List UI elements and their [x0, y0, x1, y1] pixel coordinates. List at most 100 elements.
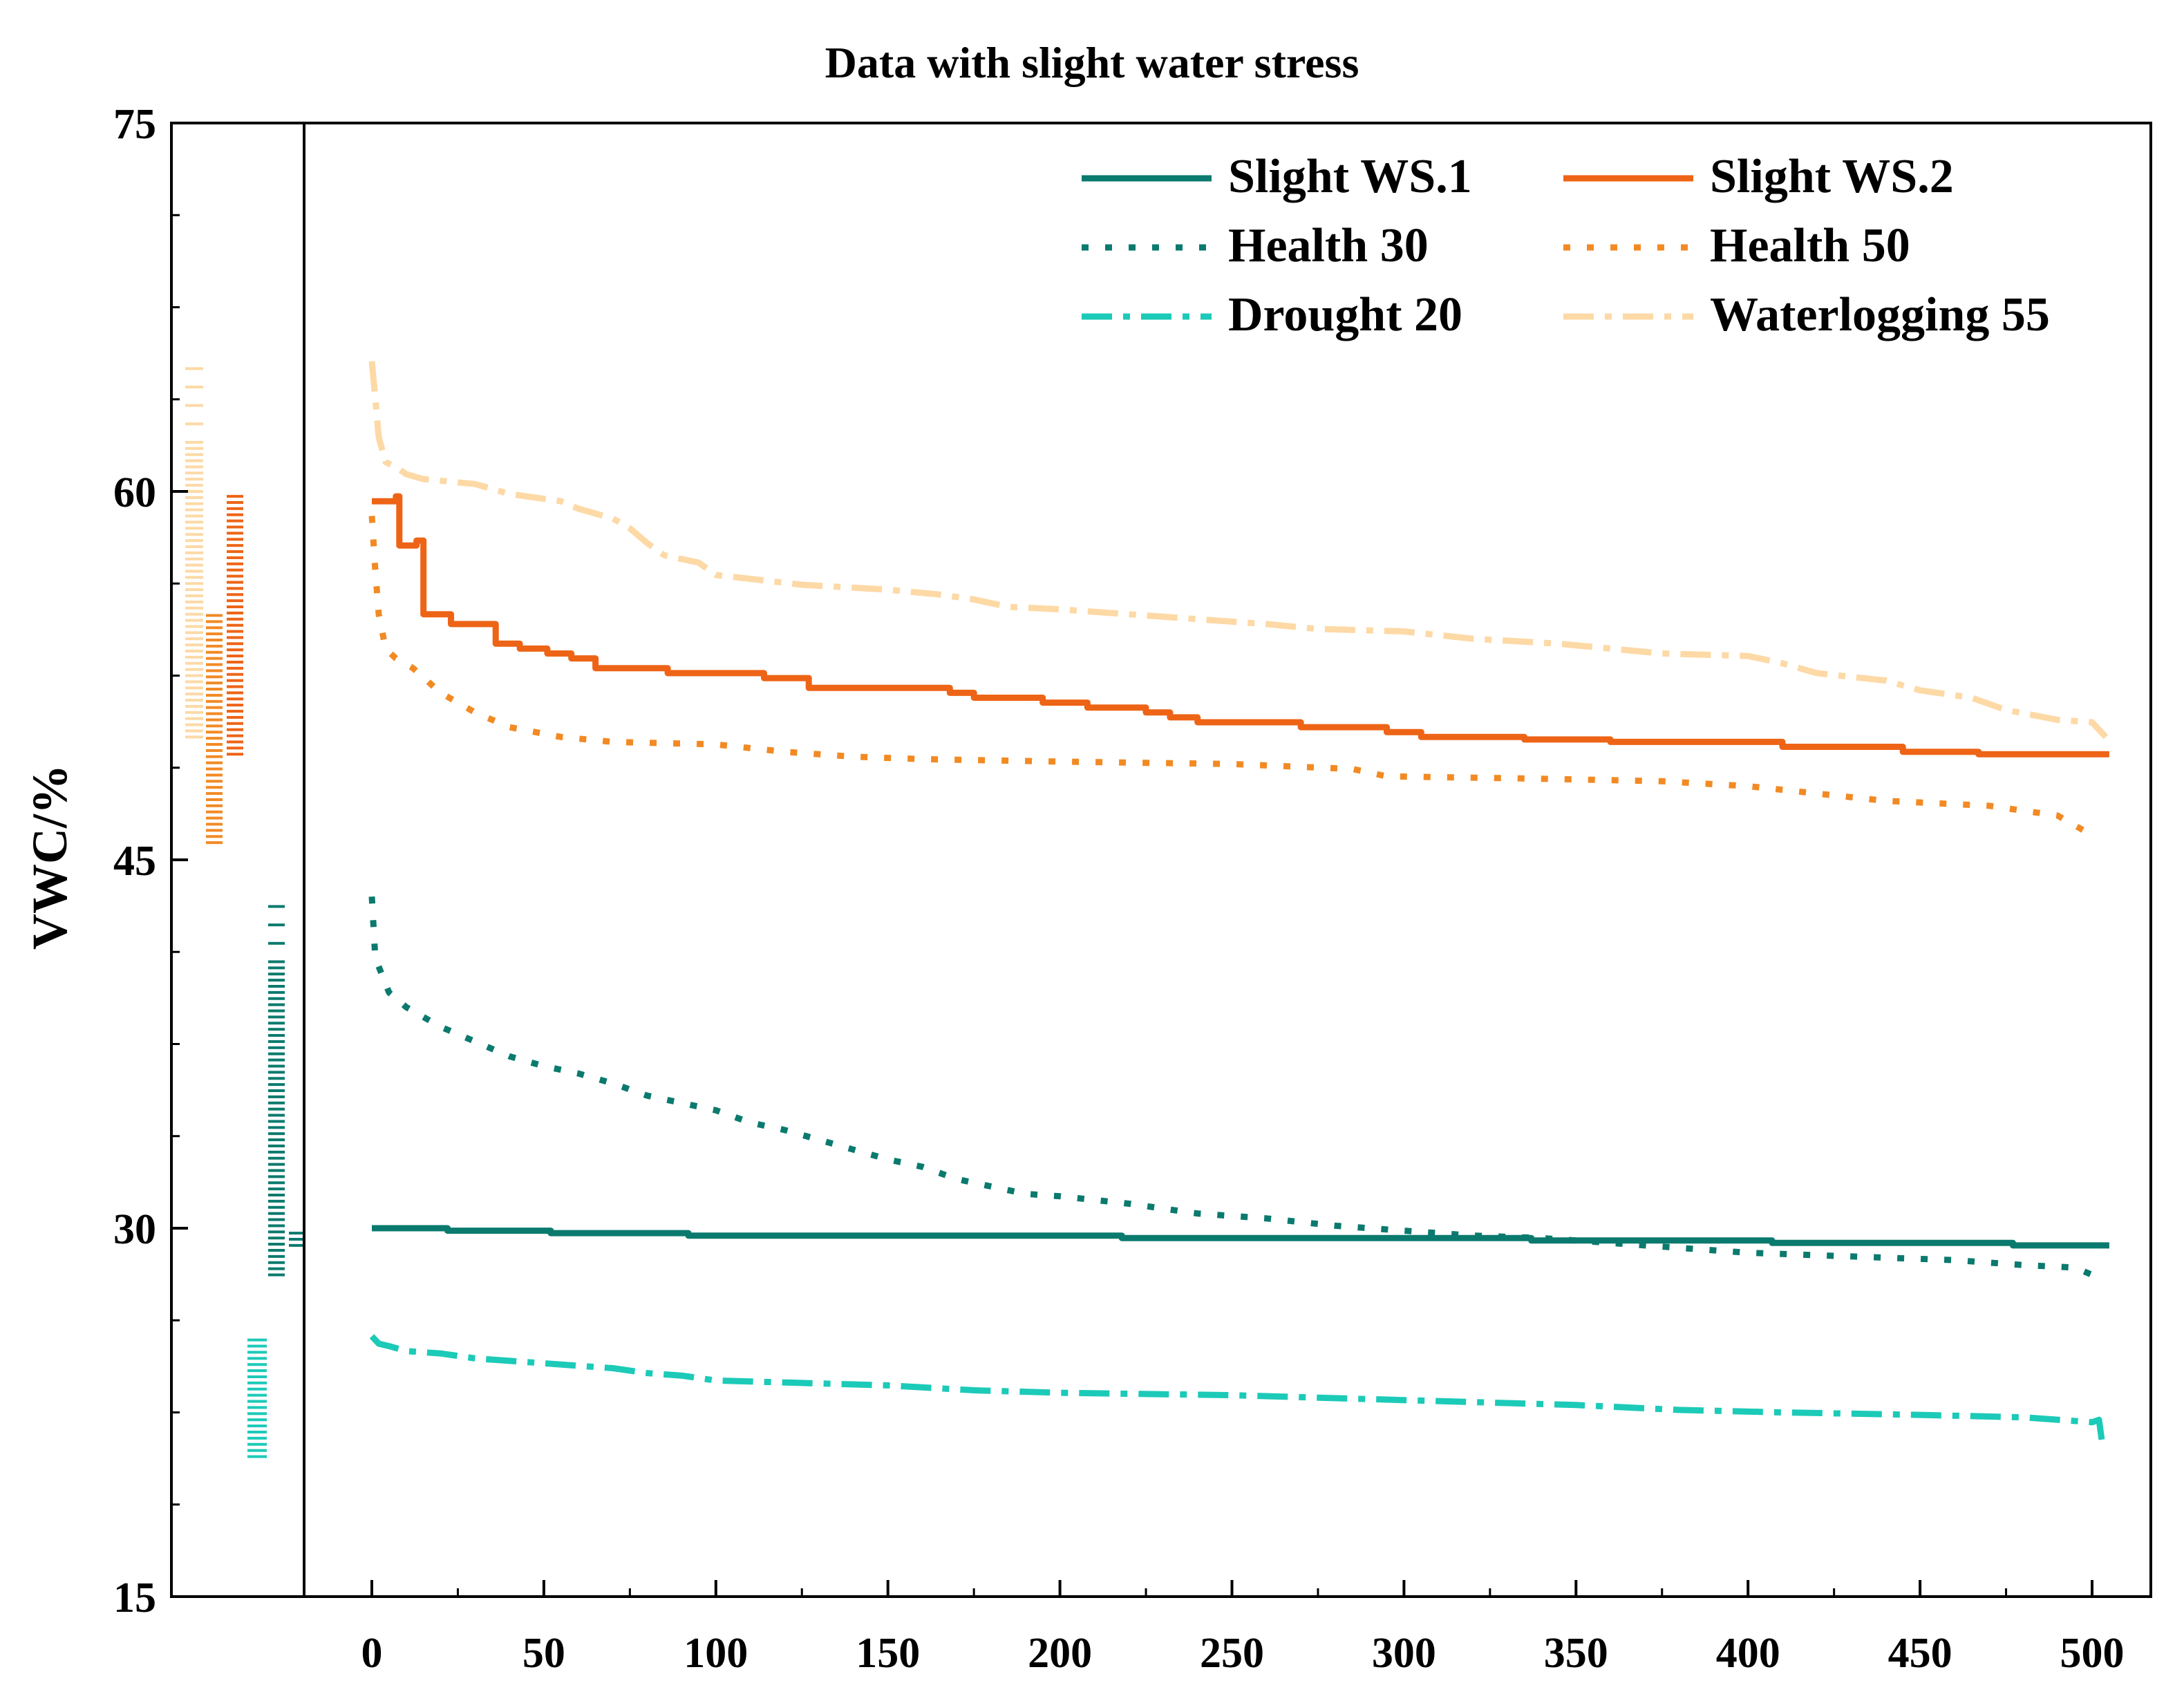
rug-mark-4	[268, 1194, 285, 1197]
rug-mark-1	[206, 657, 223, 660]
rug-mark-1	[206, 804, 223, 807]
rug-mark-2	[227, 574, 243, 578]
rug-mark-3	[247, 1338, 267, 1342]
rug-mark-3	[247, 1357, 267, 1360]
rug-mark-5	[289, 1243, 305, 1247]
rug-mark-0	[185, 649, 203, 652]
rug-mark-2	[227, 697, 243, 701]
legend-label-2: Health 30	[1228, 219, 1429, 272]
rug-mark-1	[206, 626, 223, 630]
rug-mark-2	[227, 550, 243, 554]
rug-mark-0	[185, 606, 203, 610]
rug-mark-4	[268, 960, 285, 963]
rug-mark-4	[268, 1034, 285, 1037]
rug-mark-0	[185, 490, 203, 493]
rug-mark-2	[227, 655, 243, 658]
rug-mark-0	[185, 563, 203, 567]
rug-mark-4	[268, 1058, 285, 1062]
rug-mark-0	[185, 520, 203, 524]
rug-mark-4	[268, 1243, 285, 1246]
rug-mark-2	[227, 568, 243, 572]
rug-mark-1	[206, 810, 223, 814]
rug-mark-3	[247, 1351, 267, 1354]
x-tick-label-9: 450	[1888, 1630, 1952, 1677]
legend-label-3: Health 50	[1710, 219, 1910, 272]
rug-mark-2	[227, 685, 243, 688]
rug-mark-0	[185, 699, 203, 702]
series-line-1	[372, 493, 2109, 758]
rug-mark-0	[185, 508, 203, 511]
y-tick-label-2: 45	[113, 838, 156, 885]
rug-mark-2	[227, 679, 243, 682]
rug-mark-0	[185, 545, 203, 548]
rug-mark-2	[227, 538, 243, 541]
rug-mark-1	[206, 712, 223, 715]
rug-mark-0	[185, 655, 203, 659]
rug-mark-3	[247, 1344, 267, 1348]
rug-mark-4	[268, 979, 285, 982]
rug-mark-4	[268, 1163, 285, 1166]
rug-mark-4	[268, 1205, 285, 1209]
rug-mark-2	[227, 642, 243, 646]
rug-mark-1	[206, 742, 223, 746]
rug-mark-2	[227, 722, 243, 725]
rug-mark-4	[268, 1175, 285, 1178]
rug-mark-0	[185, 619, 203, 622]
rug-mark-2	[227, 704, 243, 707]
rug-mark-2	[227, 623, 243, 627]
rug-mark-1	[206, 663, 223, 666]
rug-mark-2	[227, 753, 243, 756]
rug-mark-4	[268, 1015, 285, 1019]
rug-mark-4	[268, 1237, 285, 1240]
x-tick-label-8: 400	[1716, 1630, 1780, 1677]
rug-mark-4	[268, 1138, 285, 1142]
rug-mark-4	[268, 1132, 285, 1136]
rug-mark-0	[185, 637, 203, 641]
rug-mark-0	[185, 582, 203, 585]
rug-mark-3	[247, 1406, 267, 1409]
rug-mark-4	[268, 1199, 285, 1203]
x-tick-label-6: 300	[1372, 1630, 1436, 1677]
rug-mark-0	[185, 661, 203, 665]
rug-mark-1	[206, 669, 223, 673]
x-tick-label-10: 500	[2060, 1630, 2125, 1677]
rug-mark-2	[227, 605, 243, 609]
rug-mark-1	[206, 798, 223, 801]
rug-mark-0	[185, 453, 203, 456]
rug-mark-1	[206, 718, 223, 722]
x-tick-label-4: 200	[1028, 1630, 1092, 1677]
rug-mark-4	[268, 1156, 285, 1160]
rug-mark-4	[268, 1071, 285, 1074]
rug-mark-0	[185, 385, 203, 388]
rug-mark-0	[185, 446, 203, 450]
rug-mark-0	[185, 404, 203, 407]
rug-mark-4	[268, 1230, 285, 1234]
rug-mark-2	[227, 500, 243, 504]
rug-mark-1	[206, 620, 223, 623]
rug-mark-4	[268, 1254, 285, 1258]
legend-label-4: Drought 20	[1228, 288, 1462, 341]
rug-mark-2	[227, 666, 243, 670]
rug-mark-3	[247, 1363, 267, 1366]
y-tick-label-0: 15	[113, 1574, 156, 1621]
rug-mark-2	[227, 660, 243, 664]
rug-mark-3	[247, 1425, 267, 1428]
rug-mark-3	[247, 1393, 267, 1397]
rug-mark-2	[227, 728, 243, 731]
rug-mark-0	[185, 668, 203, 671]
rug-mark-1	[206, 780, 223, 783]
rug-mark-2	[227, 734, 243, 737]
rug-mark-4	[268, 1064, 285, 1068]
y-tick-label-1: 30	[113, 1206, 156, 1253]
rug-mark-1	[206, 693, 223, 697]
rug-mark-1	[206, 773, 223, 777]
rug-mark-1	[206, 675, 223, 679]
rug-mark-2	[227, 746, 243, 750]
rug-mark-1	[206, 737, 223, 740]
axes: 15 30 45 60 75 0 50 100 150 200 250 300 350 400 450 500	[113, 101, 2152, 1677]
x-tick-label-5: 250	[1200, 1630, 1264, 1677]
rug-mark-1	[206, 822, 223, 826]
rug-mark-3	[247, 1381, 267, 1384]
rug-mark-0	[185, 594, 203, 598]
